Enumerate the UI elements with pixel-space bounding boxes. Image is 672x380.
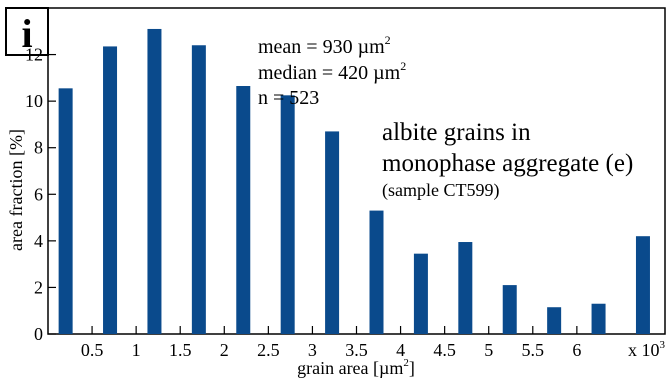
- y-tick-label: 6: [34, 184, 43, 204]
- x-tick-label: 1.5: [169, 340, 192, 360]
- stat-mean: mean = 930 µm2: [258, 33, 391, 58]
- bar-2: [103, 46, 118, 335]
- bar-14: [635, 236, 650, 334]
- x-tick-label: 5.5: [522, 340, 545, 360]
- y-tick-label: 8: [34, 138, 43, 158]
- stat-median: median = 420 µm2: [258, 59, 406, 84]
- x-tick-label: 2: [220, 340, 229, 360]
- y-tick-label: 4: [34, 231, 43, 251]
- stat-n: n = 523: [258, 87, 319, 109]
- x-tick-label: 6: [572, 340, 581, 360]
- bars: [58, 28, 650, 335]
- y-tick-label: 2: [34, 277, 43, 297]
- bar-6: [280, 95, 295, 334]
- panel-label: i: [21, 11, 32, 56]
- x-tick-label: 0.5: [81, 340, 104, 360]
- panel-label-box: [5, 7, 49, 56]
- x-ticks: 0.5 1 1.5 2 2.5 3 3.5 4 4.5 5 5.5 6: [81, 326, 581, 360]
- bar-3: [147, 28, 162, 334]
- annotation-line2: monophase aggregate (e): [382, 150, 633, 177]
- bar-8: [369, 210, 384, 334]
- bar-9: [413, 253, 428, 334]
- bar-4: [191, 45, 206, 334]
- bar-5: [236, 86, 251, 334]
- x-tick-label: 4: [396, 340, 405, 360]
- bar-1: [58, 88, 73, 334]
- x-multiplier: x 103: [628, 339, 666, 360]
- bar-12: [547, 307, 562, 334]
- x-tick-label: 3.5: [345, 340, 368, 360]
- x-axis-label: grain area [µm2]: [297, 357, 415, 378]
- x-tick-label: 5: [484, 340, 493, 360]
- bar-13: [591, 303, 606, 334]
- y-tick-label: 12: [25, 45, 43, 65]
- y-tick-label: 0: [34, 324, 43, 344]
- x-tick-label: 1: [132, 340, 141, 360]
- bar-7: [325, 131, 340, 334]
- annotation-line1: albite grains in: [382, 119, 531, 146]
- y-axis-label: area fraction [%]: [6, 129, 26, 251]
- bar-10: [458, 242, 473, 334]
- x-tick-label: 3: [308, 340, 317, 360]
- bar-11: [502, 285, 517, 334]
- y-tick-label: 10: [25, 91, 43, 111]
- x-tick-label: 4.5: [433, 340, 456, 360]
- annotation-line3: (sample CT599): [382, 180, 499, 201]
- y-ticks: 0 2 4 6 8 10 12: [25, 45, 56, 344]
- x-tick-label: 2.5: [257, 340, 280, 360]
